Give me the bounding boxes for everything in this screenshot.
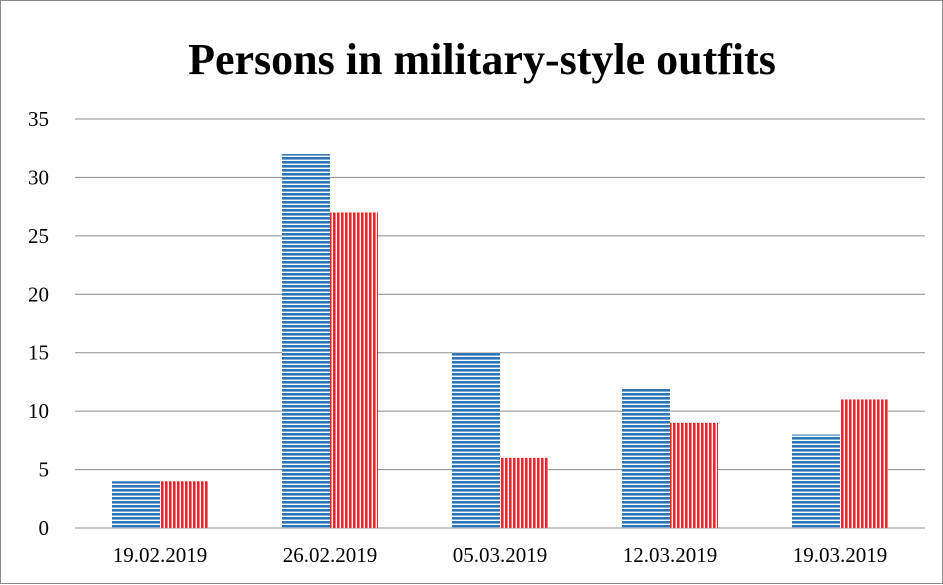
bar-series-1-19.02.2019 [112, 481, 160, 528]
bar-series-2-19.02.2019 [160, 481, 208, 528]
y-tick-label: 30 [28, 165, 49, 189]
bar-series-2-26.02.2019 [330, 212, 378, 528]
x-tick-label: 19.02.2019 [113, 543, 208, 567]
x-tick-label: 19.03.2019 [793, 543, 888, 567]
y-tick-label: 35 [28, 107, 49, 131]
x-tick-label: 12.03.2019 [623, 543, 718, 567]
bar-series-1-26.02.2019 [282, 154, 330, 529]
x-axis-ticks: 19.02.2019 26.02.2019 05.03.2019 12.03.2019… [113, 543, 888, 567]
bars [112, 154, 888, 529]
bar-series-2-05.03.2019 [500, 457, 548, 528]
y-tick-label: 15 [28, 341, 49, 365]
y-tick-label: 25 [28, 224, 49, 248]
x-tick-label: 05.03.2019 [453, 543, 548, 567]
bar-series-1-12.03.2019 [622, 387, 670, 528]
y-tick-label: 10 [28, 399, 49, 423]
y-axis-ticks: 0 5 10 15 20 25 30 35 [28, 107, 49, 540]
x-tick-label: 26.02.2019 [283, 543, 378, 567]
y-tick-label: 5 [39, 458, 50, 482]
bar-series-2-19.03.2019 [840, 399, 888, 528]
y-tick-label: 20 [28, 282, 49, 306]
bar-series-1-05.03.2019 [452, 352, 500, 528]
y-tick-label: 0 [39, 516, 50, 540]
bar-series-2-12.03.2019 [670, 422, 718, 528]
bar-series-1-19.03.2019 [792, 434, 840, 528]
chart-title: Persons in military-style outfits [188, 35, 776, 84]
